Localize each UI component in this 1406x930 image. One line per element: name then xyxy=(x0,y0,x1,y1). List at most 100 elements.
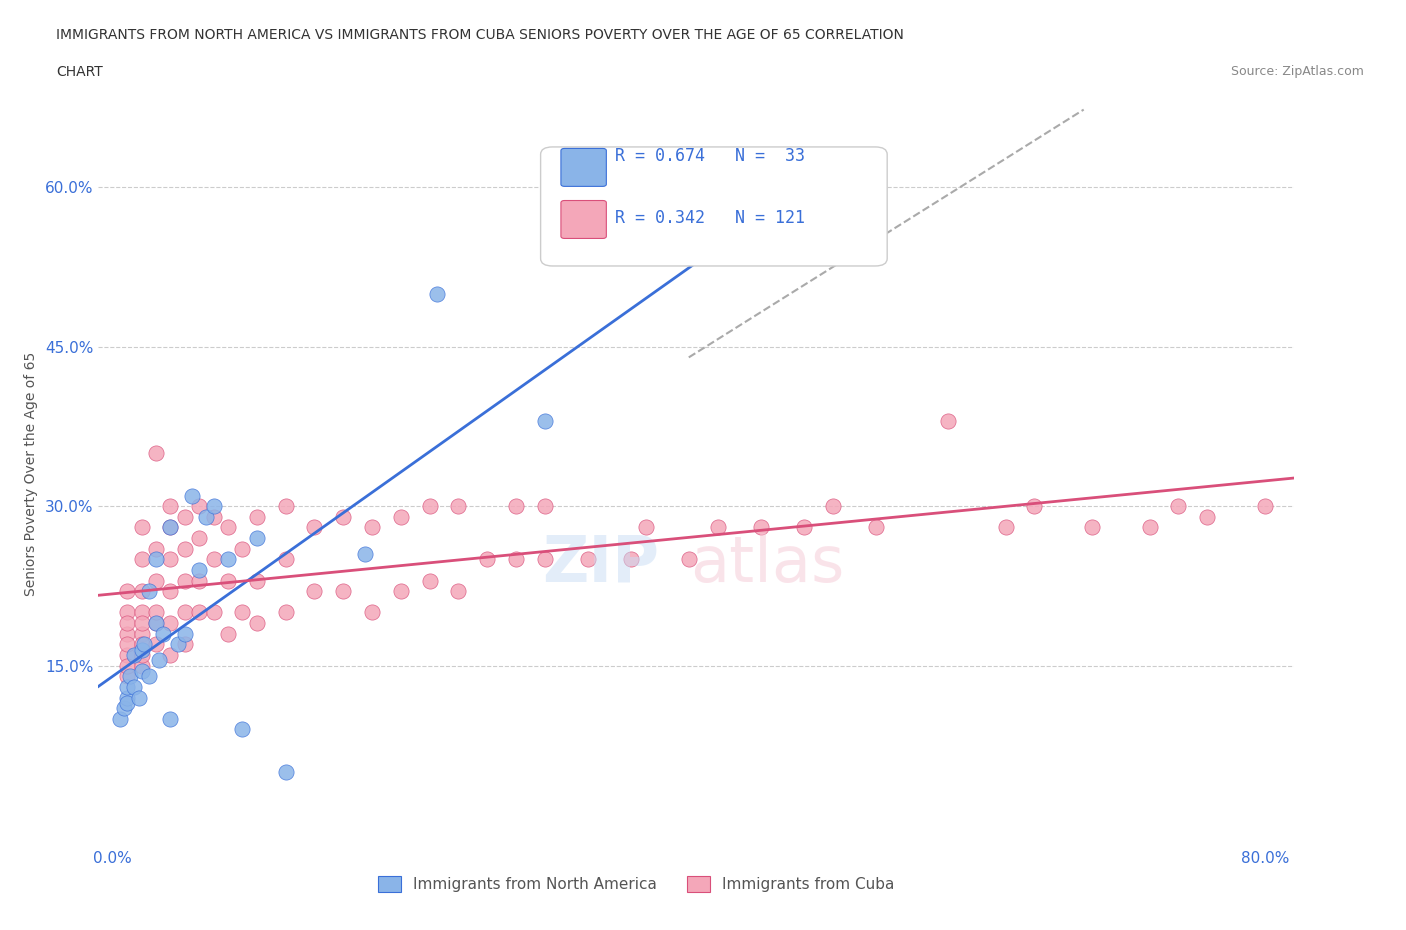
Point xyxy=(115,658,138,673)
Point xyxy=(145,551,167,566)
Point xyxy=(159,520,181,535)
Point xyxy=(173,541,195,556)
Point xyxy=(231,541,253,556)
Point xyxy=(576,551,599,566)
Point xyxy=(217,520,239,535)
FancyBboxPatch shape xyxy=(561,149,606,186)
Point xyxy=(821,498,844,513)
Point xyxy=(115,637,138,652)
Point xyxy=(994,520,1017,535)
Point xyxy=(1024,498,1046,513)
Point xyxy=(202,551,225,566)
Point xyxy=(131,584,153,599)
Point xyxy=(188,498,211,513)
Text: Source: ZipAtlas.com: Source: ZipAtlas.com xyxy=(1230,65,1364,78)
Point xyxy=(361,520,384,535)
Point xyxy=(173,626,195,641)
Point xyxy=(124,647,146,662)
Point xyxy=(159,498,181,513)
Point xyxy=(304,584,326,599)
Point xyxy=(159,551,181,566)
Point xyxy=(115,696,138,711)
Point xyxy=(115,605,138,620)
Text: CHART: CHART xyxy=(56,65,103,79)
Point xyxy=(138,669,160,684)
Point xyxy=(274,764,297,779)
Point xyxy=(145,616,167,631)
Text: R = 0.674   N =  33: R = 0.674 N = 33 xyxy=(614,147,804,165)
Point xyxy=(145,605,167,620)
Point xyxy=(173,637,195,652)
Point xyxy=(131,551,153,566)
Point xyxy=(533,551,555,566)
Point xyxy=(131,637,153,652)
Point xyxy=(1254,498,1277,513)
Point xyxy=(217,626,239,641)
Point xyxy=(389,584,412,599)
Point xyxy=(131,647,153,662)
Point xyxy=(533,498,555,513)
Text: atlas: atlas xyxy=(690,533,845,594)
Point xyxy=(353,547,375,562)
Point xyxy=(246,510,269,525)
FancyBboxPatch shape xyxy=(540,147,887,266)
Point xyxy=(231,722,253,737)
Point xyxy=(1197,510,1219,525)
Point xyxy=(131,663,153,678)
Point xyxy=(533,414,555,429)
Point xyxy=(159,584,181,599)
Point xyxy=(361,605,384,620)
Point xyxy=(115,690,138,705)
Point xyxy=(173,605,195,620)
Point xyxy=(332,510,354,525)
Point xyxy=(181,488,204,503)
Point xyxy=(246,531,269,546)
Point xyxy=(246,616,269,631)
Point xyxy=(159,711,181,726)
Point xyxy=(108,711,131,726)
Point xyxy=(188,605,211,620)
Point xyxy=(159,520,181,535)
Point xyxy=(138,584,160,599)
Point xyxy=(115,626,138,641)
Point xyxy=(188,531,211,546)
Point xyxy=(152,626,174,641)
Point xyxy=(131,643,153,658)
Point xyxy=(477,551,499,566)
Point xyxy=(332,584,354,599)
Point xyxy=(115,647,138,662)
Point xyxy=(134,637,156,652)
Point xyxy=(145,616,167,631)
Point xyxy=(1167,498,1189,513)
Point xyxy=(173,573,195,588)
Point xyxy=(274,551,297,566)
Point xyxy=(145,637,167,652)
Point xyxy=(188,563,211,578)
Point xyxy=(159,647,181,662)
Point xyxy=(419,498,441,513)
Point xyxy=(274,605,297,620)
Point xyxy=(217,551,239,566)
Point xyxy=(115,616,138,631)
Point xyxy=(131,658,153,673)
Point xyxy=(419,573,441,588)
Point xyxy=(202,510,225,525)
Point xyxy=(706,520,728,535)
Point xyxy=(145,573,167,588)
Point xyxy=(173,510,195,525)
Point xyxy=(112,700,135,715)
Text: IMMIGRANTS FROM NORTH AMERICA VS IMMIGRANTS FROM CUBA SENIORS POVERTY OVER THE A: IMMIGRANTS FROM NORTH AMERICA VS IMMIGRA… xyxy=(56,28,904,42)
Point xyxy=(274,498,297,513)
Point xyxy=(131,605,153,620)
Point xyxy=(115,680,138,695)
Point xyxy=(304,520,326,535)
Point xyxy=(1139,520,1161,535)
Point xyxy=(505,551,527,566)
Legend: Immigrants from North America, Immigrants from Cuba: Immigrants from North America, Immigrant… xyxy=(371,870,901,898)
Point xyxy=(793,520,815,535)
Point xyxy=(749,520,772,535)
Point xyxy=(426,286,449,301)
Point xyxy=(131,616,153,631)
Point xyxy=(115,584,138,599)
Point xyxy=(865,520,887,535)
